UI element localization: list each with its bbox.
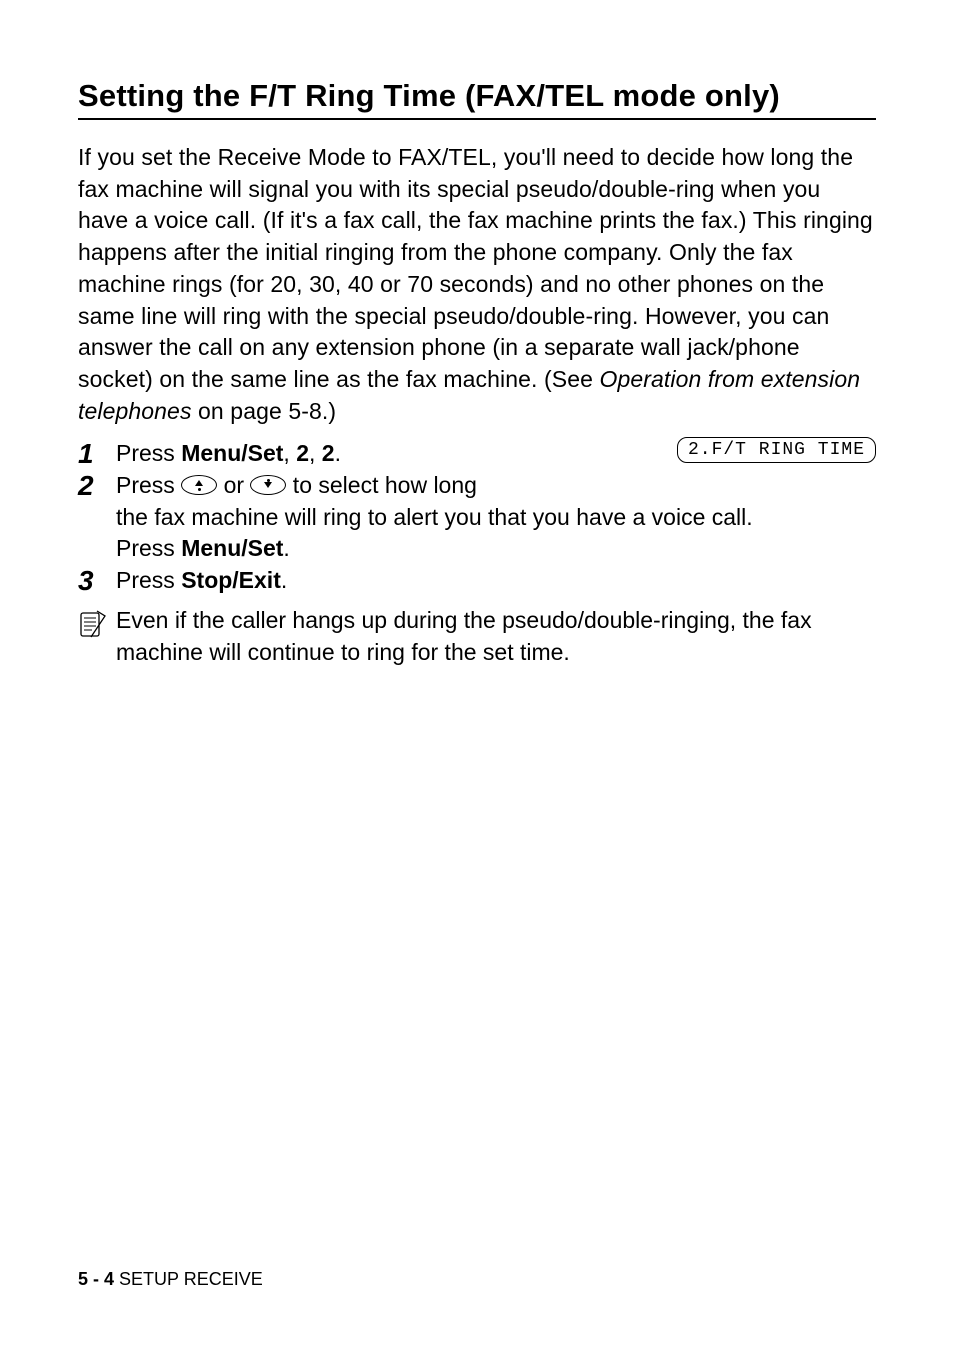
step-3-press: Press: [116, 567, 181, 593]
step-3: 3 Press Stop/Exit.: [78, 565, 876, 597]
intro-text-suffix: on page 5-8.): [192, 398, 337, 424]
step-1-menuset: Menu/Set: [181, 440, 283, 466]
step-1-two-b: 2: [322, 440, 335, 466]
step-1-two-a: 2: [296, 440, 309, 466]
section-heading: Setting the F/T Ring Time (FAX/TEL mode …: [78, 78, 876, 114]
page: Setting the F/T Ring Time (FAX/TEL mode …: [0, 0, 954, 1352]
step-2-line3: Press Menu/Set.: [116, 533, 876, 565]
note-text: Even if the caller hangs up during the p…: [116, 605, 876, 668]
step-1-body: Press Menu/Set, 2, 2. 2.F/T RING TIME: [116, 438, 876, 470]
step-2-line2: the fax machine will ring to alert you t…: [116, 502, 876, 534]
note-block: Even if the caller hangs up during the p…: [78, 605, 876, 668]
step-2-press2: Press: [116, 535, 181, 561]
step-1-period: .: [335, 440, 341, 466]
nav-down-icon: [250, 475, 286, 495]
nav-up-icon: [181, 475, 217, 495]
note-icon: [78, 609, 110, 639]
step-3-stopexit: Stop/Exit: [181, 567, 281, 593]
step-number: 2: [78, 470, 116, 502]
intro-text-prefix: If you set the Receive Mode to FAX/TEL, …: [78, 144, 873, 392]
step-number: 3: [78, 565, 116, 597]
step-2-suffix1: to select how long: [286, 472, 477, 498]
page-footer: 5 - 4 SETUP RECEIVE: [78, 1269, 263, 1290]
footer-page-number: 5 - 4: [78, 1269, 114, 1289]
step-1-c2: ,: [309, 440, 322, 466]
footer-section: SETUP RECEIVE: [119, 1269, 263, 1289]
step-2-menuset: Menu/Set: [181, 535, 283, 561]
step-2-line1: Press or to select how long: [116, 470, 876, 502]
step-2-period: .: [283, 535, 289, 561]
lcd-display: 2.F/T RING TIME: [677, 437, 876, 464]
step-number: 1: [78, 438, 116, 470]
intro-paragraph: If you set the Receive Mode to FAX/TEL, …: [78, 142, 876, 428]
step-2-or: or: [217, 472, 250, 498]
step-2-body: Press or to select how long the fax mach…: [116, 470, 876, 565]
step-3-body: Press Stop/Exit.: [116, 565, 876, 597]
step-1: 1 Press Menu/Set, 2, 2. 2.F/T RING TIME: [78, 438, 876, 470]
step-2-press: Press: [116, 472, 181, 498]
step-list: 1 Press Menu/Set, 2, 2. 2.F/T RING TIME …: [78, 438, 876, 598]
step-1-press: Press: [116, 440, 181, 466]
step-1-text: Press Menu/Set, 2, 2.: [116, 438, 341, 470]
heading-rule: [78, 118, 876, 120]
step-3-period: .: [281, 567, 287, 593]
step-1-c1: ,: [283, 440, 296, 466]
step-2: 2 Press or to select how long the fax ma…: [78, 470, 876, 565]
